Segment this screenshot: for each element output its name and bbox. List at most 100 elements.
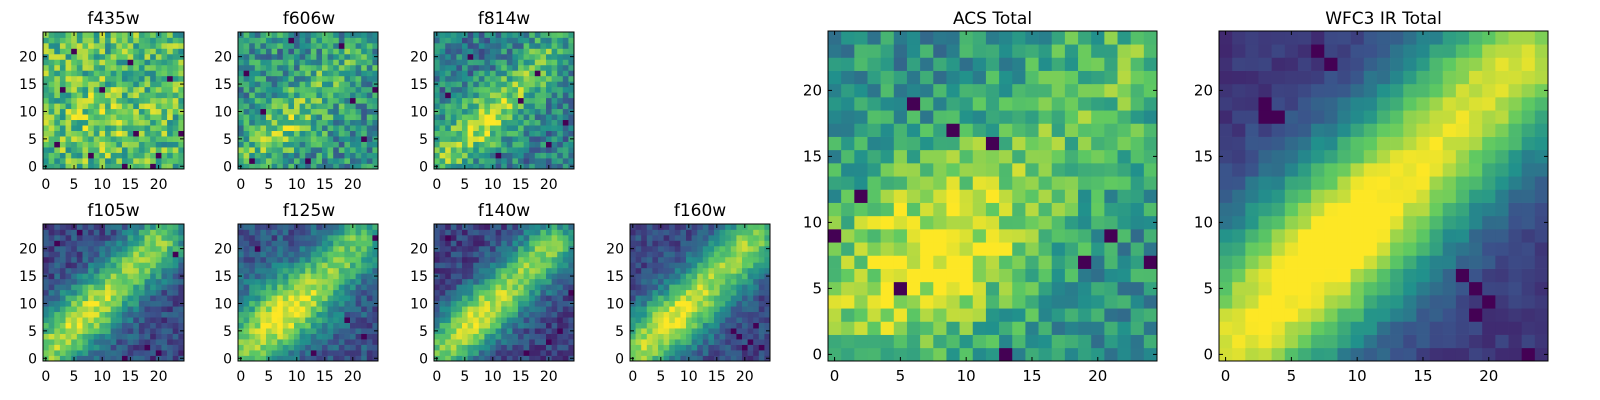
heatmap-cell: [473, 163, 480, 170]
heatmap-cell: [450, 130, 457, 137]
heatmap-cell: [277, 256, 284, 263]
heatmap-cell: [294, 86, 300, 93]
heatmap-cell: [867, 334, 881, 349]
heatmap-cell: [557, 306, 564, 313]
heatmap-cell: [828, 321, 842, 335]
heatmap-cell: [529, 147, 536, 153]
heatmap-cell: [495, 256, 502, 263]
heatmap-cell: [88, 53, 95, 60]
heatmap-cell: [439, 59, 446, 66]
heatmap-cell: [484, 295, 491, 302]
heatmap-cell: [462, 306, 468, 313]
heatmap-cell: [473, 37, 480, 44]
heatmap-cell: [691, 289, 698, 296]
heatmap-cell: [333, 317, 340, 323]
heatmap-cell: [946, 176, 960, 190]
heatmap-cell: [48, 59, 55, 66]
heatmap-cell: [478, 152, 485, 159]
heatmap-cell: [161, 234, 168, 241]
heatmap-cell: [110, 284, 117, 291]
heatmap-cell: [88, 284, 95, 291]
heatmap-cell: [254, 350, 261, 356]
heatmap-cell: [674, 229, 681, 236]
heatmap-cell: [736, 317, 743, 323]
heatmap-cell: [445, 92, 452, 99]
heatmap-cell: [747, 328, 754, 334]
heatmap-cell: [534, 130, 541, 137]
heatmap-cell: [238, 240, 244, 247]
heatmap-cell: [473, 295, 480, 302]
heatmap-cell: [172, 114, 179, 121]
heatmap-cell: [708, 245, 715, 252]
heatmap-cell: [529, 234, 536, 241]
heatmap-cell: [518, 300, 524, 307]
heatmap-cell: [110, 130, 117, 137]
heatmap-cell: [54, 251, 61, 258]
heatmap-cell: [674, 262, 681, 269]
heatmap-cell: [663, 344, 670, 351]
heatmap-cell: [534, 42, 541, 49]
heatmap-cell: [674, 311, 681, 318]
heatmap-cell: [753, 240, 760, 247]
heatmap-cell: [893, 347, 908, 362]
heatmap-cell: [355, 273, 362, 280]
heatmap-cell: [48, 322, 55, 329]
heatmap-cell: [1025, 334, 1039, 349]
heatmap-cell: [116, 355, 123, 362]
heatmap-cell: [663, 295, 670, 302]
heatmap-cell: [249, 355, 256, 362]
heatmap-cell: [506, 136, 513, 142]
x-tick-label: 20: [540, 369, 558, 385]
heatmap-cell: [562, 163, 569, 170]
heatmap-cell: [490, 317, 496, 323]
heatmap-cell: [254, 262, 261, 269]
heatmap-cell: [506, 42, 513, 49]
heatmap-cell: [753, 289, 760, 296]
heatmap-cell: [501, 224, 508, 230]
heatmap-cell: [361, 163, 368, 170]
heatmap-cell: [288, 322, 295, 329]
heatmap-cell: [305, 273, 312, 280]
heatmap-cell: [1038, 308, 1053, 322]
heatmap-cell: [138, 311, 145, 318]
heatmap-cell: [439, 278, 446, 285]
heatmap-cell: [450, 234, 457, 241]
heatmap-cell: [355, 75, 362, 82]
heatmap-cell: [99, 108, 106, 115]
heatmap-cell: [161, 48, 168, 55]
heatmap-cell: [434, 152, 440, 159]
heatmap-cell: [445, 147, 452, 153]
heatmap-cell: [350, 48, 356, 55]
heatmap-cell: [271, 136, 278, 142]
heatmap-cell: [105, 289, 112, 296]
heatmap-cell: [669, 267, 676, 274]
heatmap-cell: [854, 176, 868, 190]
heatmap-cell: [144, 59, 151, 66]
y-tick-label: 20: [19, 50, 37, 66]
heatmap-cell: [680, 224, 687, 230]
heatmap-cell: [294, 317, 300, 323]
heatmap-cell: [288, 234, 295, 241]
heatmap-cell: [478, 262, 485, 269]
heatmap-cell: [646, 328, 653, 334]
heatmap-cell: [65, 158, 72, 164]
heatmap-cell: [344, 229, 351, 236]
heatmap-cell: [350, 97, 356, 104]
heatmap-cell: [299, 64, 306, 71]
heatmap-cell: [506, 147, 513, 153]
heatmap-cell: [518, 48, 524, 55]
heatmap-cell: [467, 163, 474, 170]
heatmap-cell: [344, 59, 351, 66]
heatmap-cell: [697, 267, 704, 274]
heatmap-cell: [93, 333, 100, 340]
heatmap-cell: [1130, 189, 1145, 203]
heatmap-cell: [299, 262, 306, 269]
heatmap-cell: [557, 152, 564, 159]
heatmap-cell: [243, 229, 250, 236]
heatmap-cell: [144, 48, 151, 55]
heatmap-cell: [484, 53, 491, 60]
heatmap-cell: [93, 70, 100, 77]
heatmap-cell: [144, 53, 151, 60]
heatmap-cell: [76, 339, 83, 345]
heatmap-cell: [110, 70, 117, 77]
